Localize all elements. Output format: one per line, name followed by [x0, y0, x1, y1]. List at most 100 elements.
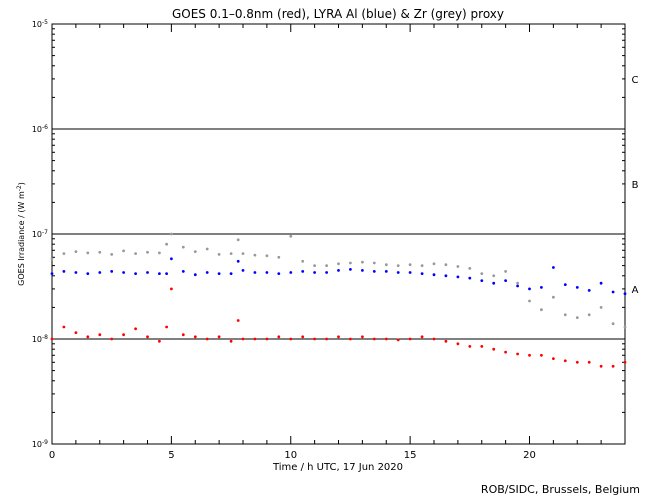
- data-point: [146, 335, 149, 339]
- data-point: [587, 289, 591, 292]
- data-point: [146, 250, 149, 254]
- data-point: [193, 273, 197, 277]
- data-point: [575, 316, 579, 319]
- data-point: [181, 270, 185, 273]
- data-point: [86, 272, 90, 275]
- data-point: [384, 263, 388, 267]
- x-tick-label: 10: [284, 450, 297, 461]
- x-tick-label: 20: [523, 450, 536, 461]
- x-axis-label: Time / h UTC, 17 Jun 2020: [272, 462, 403, 473]
- data-point: [408, 271, 412, 274]
- data-point: [456, 342, 460, 346]
- data-point: [528, 287, 531, 291]
- data-point: [540, 308, 543, 312]
- data-point: [165, 272, 169, 275]
- data-point: [611, 322, 615, 326]
- y-tick-base: 10: [32, 20, 42, 29]
- credit-text: ROB/SIDC, Brussels, Belgium: [480, 483, 640, 496]
- data-point: [217, 335, 221, 339]
- data-point: [516, 284, 519, 288]
- y-tick-base: 10: [32, 440, 42, 449]
- data-point: [253, 271, 257, 274]
- y-tick-label: 10-7: [32, 229, 48, 239]
- data-point: [480, 272, 484, 275]
- data-point: [540, 353, 543, 357]
- data-point: [349, 337, 352, 341]
- data-point: [516, 281, 519, 285]
- data-point: [599, 364, 603, 368]
- data-point: [468, 267, 472, 270]
- data-point: [528, 299, 531, 303]
- data-point: [236, 238, 240, 242]
- data-point: [372, 337, 376, 341]
- data-point: [361, 269, 364, 272]
- data-point: [236, 259, 240, 263]
- data-point: [313, 271, 316, 274]
- data-point: [165, 242, 169, 246]
- data-point: [181, 333, 185, 337]
- data-point: [325, 264, 328, 267]
- data-point: [301, 335, 305, 339]
- y-tick-base: 10: [32, 125, 42, 134]
- data-point: [372, 261, 376, 265]
- x-axis-ticks: 0 5 10 15 20: [49, 24, 626, 461]
- data-point: [265, 337, 269, 341]
- data-point: [337, 262, 340, 266]
- y-tick-base: 10: [32, 230, 42, 239]
- flare-class-labels: A B C: [632, 75, 639, 296]
- data-point: [253, 253, 257, 257]
- y-tick-exponent: -6: [42, 124, 48, 131]
- data-point: [62, 252, 66, 256]
- data-point: [253, 337, 257, 341]
- flare-class-label: B: [632, 180, 639, 191]
- data-point: [611, 364, 615, 368]
- y-tick-exponent: -5: [42, 19, 48, 26]
- data-point: [599, 281, 603, 285]
- data-point: [62, 270, 66, 273]
- data-point: [575, 360, 579, 364]
- data-point: [361, 260, 364, 264]
- data-point: [74, 331, 78, 334]
- data-point: [289, 337, 293, 341]
- data-point: [552, 266, 555, 269]
- data-point: [229, 272, 233, 275]
- data-point: [158, 339, 161, 343]
- data-point: [528, 353, 531, 357]
- data-point: [384, 337, 388, 341]
- y-tick-label: 10-6: [32, 124, 48, 134]
- data-point: [205, 247, 209, 251]
- x-tick-label: 15: [404, 450, 417, 461]
- data-point: [492, 281, 496, 285]
- data-point: [337, 335, 340, 339]
- data-point: [122, 271, 125, 274]
- data-point: [122, 333, 125, 337]
- data-point: [313, 264, 316, 267]
- data-point: [205, 337, 209, 341]
- data-points: [50, 232, 627, 368]
- y-tick-exponent: -8: [42, 334, 48, 341]
- data-point: [86, 251, 90, 255]
- data-point: [217, 253, 221, 256]
- data-point: [444, 339, 448, 343]
- data-point: [599, 306, 603, 309]
- data-point: [432, 262, 436, 266]
- data-point: [456, 275, 460, 279]
- data-point: [587, 360, 591, 364]
- data-point: [396, 271, 400, 274]
- data-point: [408, 263, 412, 267]
- y-tick-exponent: -7: [42, 229, 48, 236]
- data-point: [396, 264, 400, 267]
- data-point: [170, 257, 173, 261]
- data-point: [277, 255, 281, 259]
- data-point: [504, 279, 507, 282]
- data-point: [325, 337, 328, 341]
- data-point: [158, 272, 161, 275]
- data-point: [384, 270, 388, 273]
- data-point: [265, 254, 269, 258]
- y-tick-exponent: -9: [42, 439, 48, 446]
- data-point: [432, 337, 436, 341]
- data-point: [444, 274, 448, 278]
- data-point: [349, 261, 352, 265]
- data-point: [62, 325, 66, 329]
